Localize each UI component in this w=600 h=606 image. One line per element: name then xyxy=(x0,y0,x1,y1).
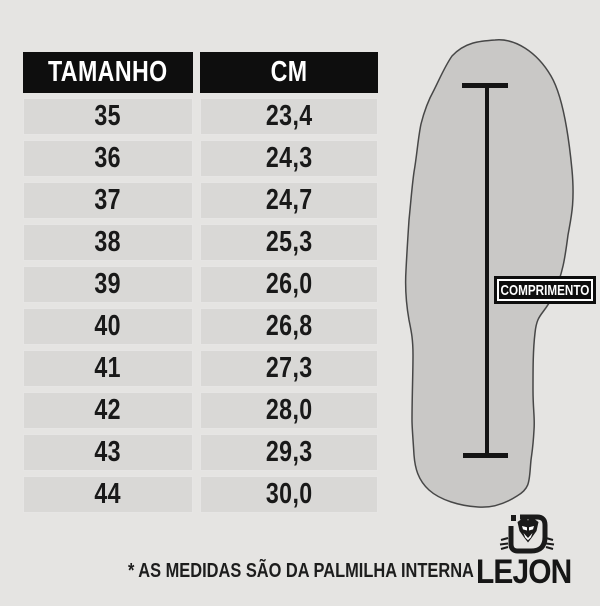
table-row: 41 27,3 xyxy=(23,350,378,387)
cm-cell: 23,4 xyxy=(200,98,378,135)
size-cell: 39 xyxy=(23,266,193,303)
header-label: TAMANHO xyxy=(48,56,168,88)
size-cell: 44 xyxy=(23,476,193,513)
size-table-header: TAMANHO CM xyxy=(23,52,378,93)
size-table: TAMANHO CM 35 23,4 36 24,3 37 24,7 38 25,3 39 26,… xyxy=(23,52,378,513)
table-row: 40 26,8 xyxy=(23,308,378,345)
table-row: 39 26,0 xyxy=(23,266,378,303)
table-row: 43 29,3 xyxy=(23,434,378,471)
footnote-text: * AS MEDIDAS SÃO DA PALMILHA INTERNA xyxy=(127,560,474,582)
table-row: 35 23,4 xyxy=(23,98,378,135)
table-row: 44 30,0 xyxy=(23,476,378,513)
cm-cell: 25,3 xyxy=(200,224,378,261)
length-measure-line-icon xyxy=(462,83,508,458)
table-row: 38 25,3 xyxy=(23,224,378,261)
size-cell: 42 xyxy=(23,392,193,429)
size-cell: 35 xyxy=(23,98,193,135)
size-cell: 41 xyxy=(23,350,193,387)
brand-wordmark-text: LEJON xyxy=(476,553,572,591)
insole-outline-icon xyxy=(404,39,574,508)
header-cell-cm: CM xyxy=(200,52,378,93)
cm-cell: 26,8 xyxy=(200,308,378,345)
table-row: 42 28,0 xyxy=(23,392,378,429)
size-cell: 38 xyxy=(23,224,193,261)
table-row: 36 24,3 xyxy=(23,140,378,177)
size-cell: 43 xyxy=(23,434,193,471)
cm-cell: 24,7 xyxy=(200,182,378,219)
length-label: COMPRIMENTO xyxy=(494,276,596,304)
length-label-frame: COMPRIMENTO xyxy=(497,279,593,301)
size-cell: 36 xyxy=(23,140,193,177)
cm-cell: 29,3 xyxy=(200,434,378,471)
size-cell: 37 xyxy=(23,182,193,219)
header-label: CM xyxy=(270,56,308,88)
cm-cell: 26,0 xyxy=(200,266,378,303)
header-cell-tamanho: TAMANHO xyxy=(23,52,193,93)
cm-cell: 28,0 xyxy=(200,392,378,429)
cm-cell: 24,3 xyxy=(200,140,378,177)
brand-wordmark: LEJON xyxy=(476,555,586,589)
table-row: 37 24,7 xyxy=(23,182,378,219)
lion-monogram-icon xyxy=(499,514,555,554)
size-table-body: 35 23,4 36 24,3 37 24,7 38 25,3 39 26,0 40 26,8 41 27… xyxy=(23,98,378,513)
footnote: * AS MEDIDAS SÃO DA PALMILHA INTERNA xyxy=(90,560,474,583)
size-cell: 40 xyxy=(23,308,193,345)
cm-cell: 27,3 xyxy=(200,350,378,387)
length-label-text: COMPRIMENTO xyxy=(500,281,590,299)
cm-cell: 30,0 xyxy=(200,476,378,513)
